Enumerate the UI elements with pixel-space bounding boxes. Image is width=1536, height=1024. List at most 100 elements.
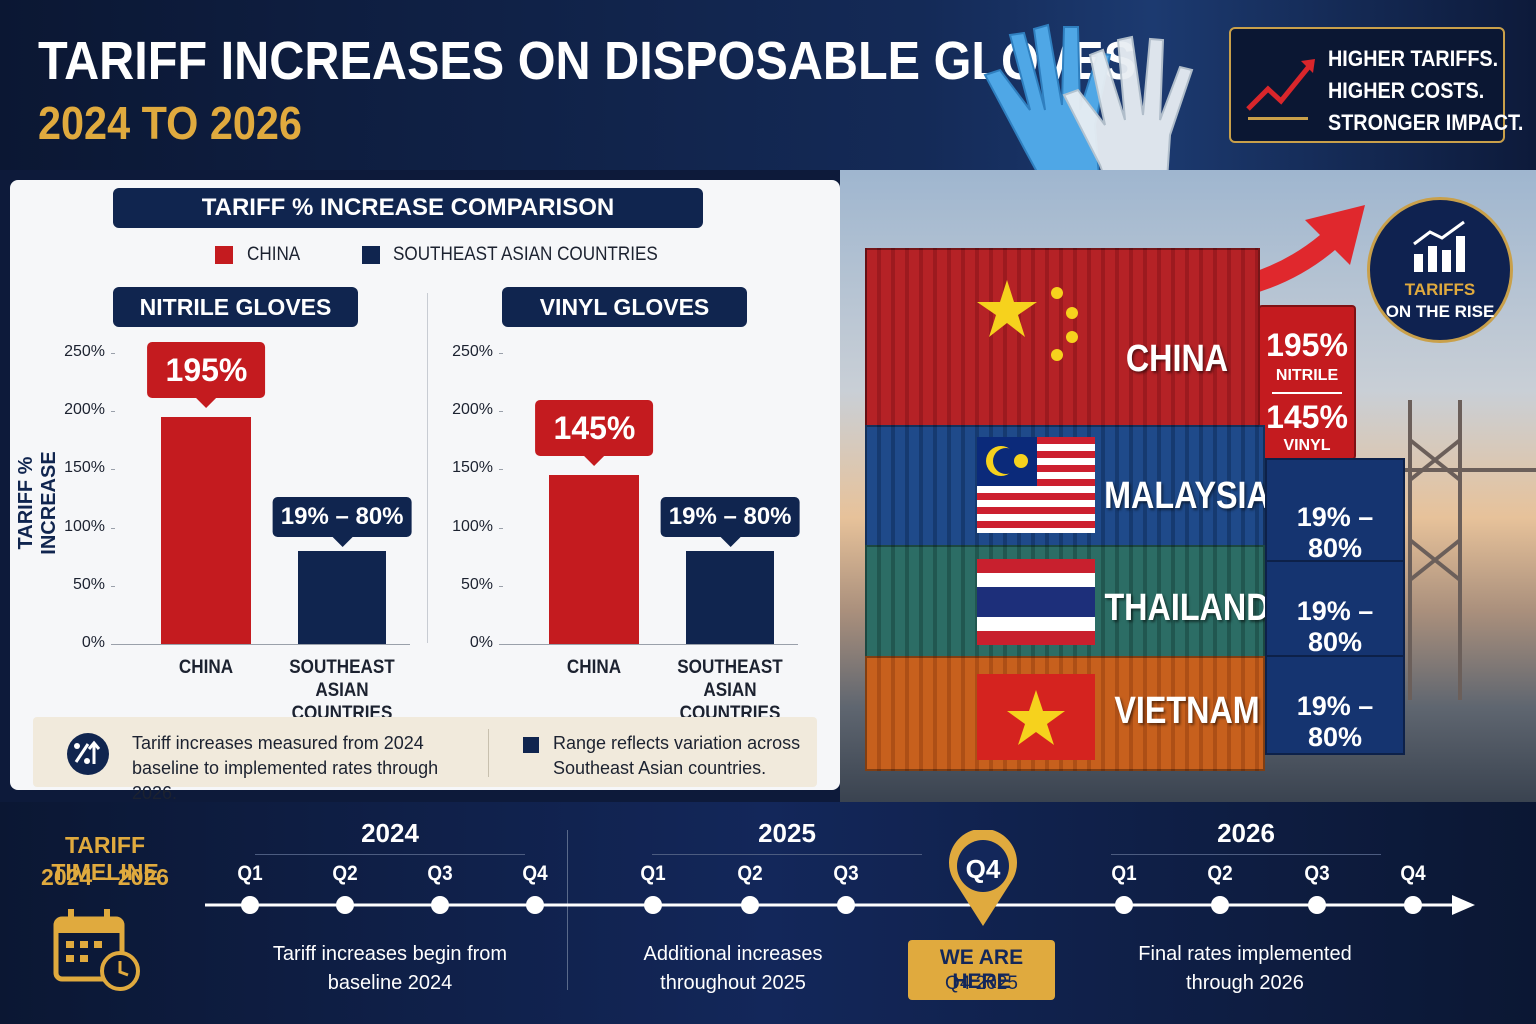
x-tick-label: SOUTHEAST ASIAN COUNTRIES [289,657,395,724]
tag-text: 145% [1266,399,1348,435]
timeline-axis [205,895,1475,915]
tagline-line: HIGHER TARIFFS. [1328,46,1499,71]
tag-china: 195% NITRILE 145% VINYL [1258,305,1356,460]
x-tick-label: CHINA [567,657,622,678]
x-tick-label: SOUTHEAST ASIAN COUNTRIES [677,657,783,724]
value-label: 145% [535,400,654,467]
country-label: MALAYSIA [1104,475,1270,517]
bar [298,550,387,644]
y-tick-label: 150% [64,459,105,477]
bar [161,417,252,644]
tagline-line: STRONGER IMPACT. [1328,110,1524,135]
y-tick-label: 100% [64,517,105,535]
timeline-dot [1308,896,1326,914]
y-tick-label: 50% [460,575,493,593]
container-vietnam: VIETNAM [865,656,1265,771]
value-label: 195% [147,342,266,409]
tag-text: 195% [1266,327,1348,363]
year-label: 2025 [758,818,816,848]
crane [1370,400,1536,700]
rising-arrow [1170,205,1365,305]
here-box: WE ARE HERE Q4 2025 [908,940,1055,1000]
timeline-dot [644,896,662,914]
y-axis-label: TARIFF % INCREASE [15,451,60,555]
x-tick-label: CHINA [179,657,234,678]
badge: TARIFFS ON THE RISE [1367,197,1513,343]
page-title: TARIFF INCREASES ON DISPOSABLE GLOVES [38,31,1137,91]
quarter-label: Q4 [1400,862,1426,885]
country-label: VIETNAM [1114,690,1260,732]
badge-line: TARIFFS [1404,280,1476,299]
notes-box: Tariff increases measured from 2024 base… [33,717,817,803]
year-label: 2024 [361,818,419,848]
timeline-title: TARIFF TIMELINE [51,832,159,885]
quarter-label: Q3 [1304,862,1330,885]
y-tick [111,411,115,413]
legend-swatch [215,246,233,264]
country-label: THAILAND [1104,587,1270,629]
flag-malaysia [977,437,1095,533]
tag-text: NITRILE [1275,367,1339,384]
y-tick-label: 200% [64,401,105,419]
year-rule [1111,854,1381,855]
flag-thailand [977,559,1095,645]
quarter-label: Q1 [640,862,666,885]
container-thailand: THAILAND [865,545,1270,660]
value-label: 19% – 80% [660,496,800,547]
here-pin [949,830,1017,926]
page-subtitle: 2024 TO 2026 [38,97,302,149]
chart-title: NITRILE GLOVES [113,287,358,327]
timeline: TARIFF TIMELINE 2024 – 2026 Q4 WE ARE HE… [0,802,1536,1024]
timeline-caption: Final rates implemented through 2026 [1138,943,1352,994]
y-tick-label: 100% [452,517,493,535]
note: Range reflects variation across Southeas… [553,733,801,778]
country-label: CHINA [1125,338,1229,380]
quarter-label: Q2 [1207,862,1233,885]
year-label: 2026 [1217,818,1275,848]
timeline-dot [1115,896,1133,914]
tag-text: 19% – 80% [1296,596,1374,657]
chart-panel [10,180,840,790]
y-tick-label: 200% [452,401,493,419]
tag-text: 19% – 80% [1296,691,1374,752]
legend-swatch [362,246,380,264]
flag-china [977,280,1078,361]
y-tick-label: 250% [64,343,105,360]
badge-icon [1413,220,1465,272]
y-tick-label: 0% [81,634,105,651]
tag-malaysia: 19% – 80% [1265,458,1405,571]
y-tick [499,527,503,529]
calendar-icon [53,909,140,991]
quarter-label: Q4 [522,862,548,885]
quarter-label: Q1 [237,862,263,885]
tag-text: 19% – 80% [1296,502,1374,563]
tag-thailand: 19% – 80% [1265,560,1405,660]
percent-icon [67,733,109,775]
x-axis [111,644,410,645]
note: Tariff increases measured from 2024 base… [132,733,439,803]
container-malaysia: MALAYSIA [865,425,1270,550]
bar [549,475,640,644]
badge-line: ON THE RISE [1385,302,1495,321]
here-quarter: Q4 [965,854,1001,884]
tagline-box: HIGHER TARIFFS. HIGHER COSTS. STRONGER I… [1229,27,1523,143]
chart-divider [427,293,428,643]
timeline-dot [837,896,855,914]
year-rule [652,854,922,855]
quarter-label: Q3 [427,862,453,885]
quarter-label: Q1 [1111,862,1137,885]
y-tick [111,527,115,529]
y-tick [499,585,503,587]
y-tick [499,469,503,471]
timeline-dot [1211,896,1229,914]
timeline-caption: Additional increases throughout 2025 [643,943,823,994]
y-tick-label: 50% [72,575,105,593]
timeline-dot [1404,896,1422,914]
y-tick-label: 150% [452,459,493,477]
comparison-title: TARIFF % INCREASE COMPARISON [113,188,703,228]
y-tick-label: 0% [469,634,493,651]
timeline-dot [741,896,759,914]
quarter-label: Q3 [833,862,859,885]
quarter-label: Q2 [332,862,358,885]
